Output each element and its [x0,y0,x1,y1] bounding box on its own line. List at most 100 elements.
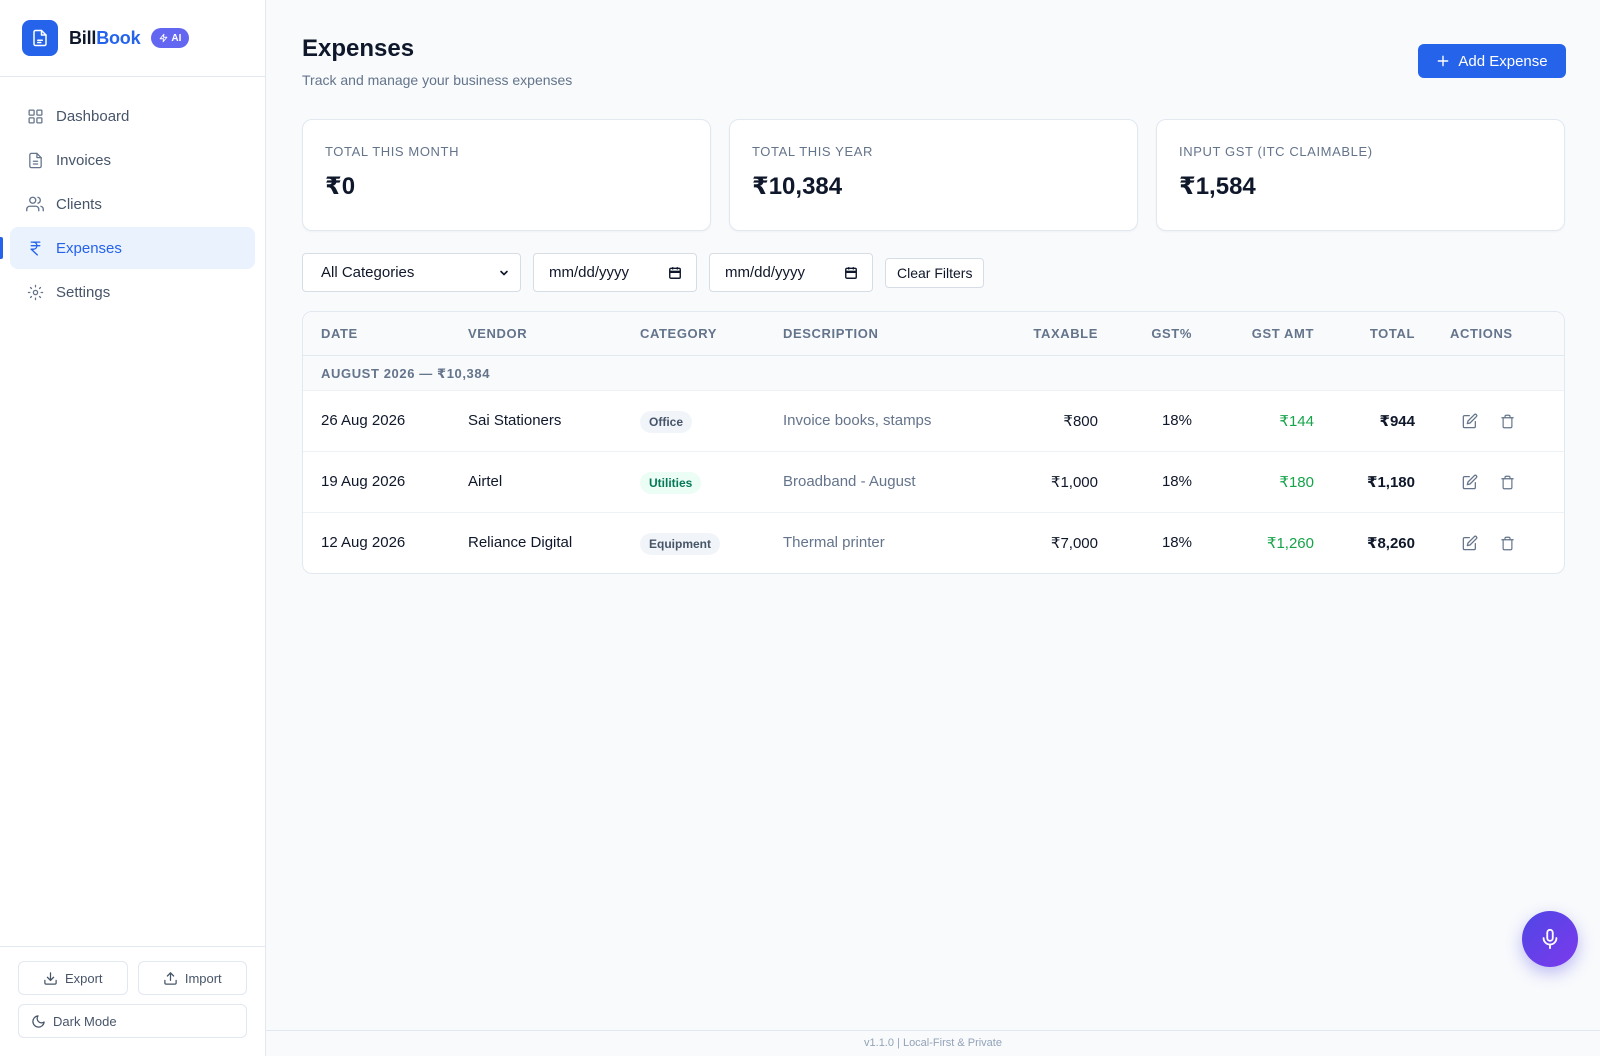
column-header-description[interactable]: DESCRIPTION [783,326,879,341]
sidebar-item-label: Dashboard [56,107,130,125]
ai-badge-label: AI [171,32,182,44]
column-header-category[interactable]: CATEGORY [640,326,718,341]
rupee-icon [26,239,44,257]
cell-gst-amt: ₹144 [1279,413,1314,430]
microphone-icon [1542,928,1558,950]
calendar-icon [669,266,681,279]
cell-vendor: Airtel [468,473,503,490]
category-badge: Office [640,411,693,433]
from-date-input[interactable]: mm/dd/yyyy [533,253,697,292]
app-name-part2: Book [96,27,141,48]
import-label: Import [184,970,222,986]
page-subtitle: Track and manage your business expenses [302,72,573,88]
cell-date: 19 Aug 2026 [321,473,406,490]
version-footer: v1.1.0 | Local-First & Private [266,1030,1600,1056]
sidebar-item-settings[interactable]: Settings [10,271,255,313]
column-header-gst-amt[interactable]: GST AMT [1251,326,1314,341]
export-button[interactable]: Export [18,961,128,995]
to-date-input[interactable]: mm/dd/yyyy [709,253,873,292]
dark-mode-toggle[interactable]: Dark Mode [18,1004,247,1038]
stat-label: TOTAL THIS MONTH [325,144,460,159]
month-group-row: AUGUST 2026 — ₹10,384 [303,356,1564,391]
sidebar-item-expenses[interactable]: Expenses [0,227,255,269]
sidebar-item-invoices[interactable]: Invoices [10,139,255,181]
stats-cards: TOTAL THIS MONTH ₹0 TOTAL THIS YEAR ₹10,… [302,119,1565,231]
add-expense-label: Add Expense [1458,52,1548,70]
cell-gst-pct: 18% [1161,534,1192,551]
cell-description: Thermal printer [783,534,885,551]
from-date-placeholder: mm/dd/yyyy [549,264,630,281]
users-icon [26,195,44,213]
stat-value: ₹0 [325,173,356,200]
app-name: BillBook [69,27,141,49]
column-header-actions: ACTIONS [1450,326,1513,341]
column-header-date[interactable]: DATE [321,326,358,341]
delete-icon[interactable] [1498,534,1516,552]
column-header-taxable[interactable]: TAXABLE [1033,326,1098,341]
edit-icon[interactable] [1461,412,1479,430]
category-select[interactable]: All Categories [302,253,521,292]
stat-card-itc: INPUT GST (ITC CLAIMABLE) ₹1,584 [1156,119,1565,231]
column-header-vendor[interactable]: VENDOR [468,326,528,341]
sidebar-item-label: Settings [56,283,111,301]
brand: BillBook AI [0,0,265,77]
stat-card-year: TOTAL THIS YEAR ₹10,384 [729,119,1138,231]
category-badge: Utilities [640,472,702,494]
plus-icon [1438,55,1449,67]
upload-icon [164,971,177,985]
cell-vendor: Sai Stationers [468,412,562,429]
export-label: Export [64,970,103,986]
delete-icon[interactable] [1498,473,1516,491]
ai-badge: AI [151,28,190,48]
cell-taxable: ₹7,000 [1050,535,1098,552]
table-row: 19 Aug 2026 Airtel Utilities Broadband -… [303,452,1564,513]
stat-value: ₹1,584 [1179,173,1256,200]
page-title: Expenses [302,35,415,62]
cell-gst-pct: 18% [1161,412,1192,429]
main-content: Expenses Track and manage your business … [266,0,1600,1056]
app-name-part1: Bill [69,27,97,48]
stat-label: TOTAL THIS YEAR [752,144,873,159]
table-header: DATE VENDOR CATEGORY DESCRIPTION TAXABLE… [303,312,1564,356]
sidebar: BillBook AI Dashboard Invoices Clients [0,0,266,1056]
to-date-placeholder: mm/dd/yyyy [725,264,806,281]
column-header-total[interactable]: TOTAL [1369,326,1415,341]
sidebar-item-label: Clients [56,195,102,213]
sidebar-item-dashboard[interactable]: Dashboard [10,95,255,137]
sidebar-item-clients[interactable]: Clients [10,183,255,225]
table-row: 12 Aug 2026 Reliance Digital Equipment T… [303,513,1564,573]
cell-description: Broadband - August [783,473,916,490]
sidebar-nav: Dashboard Invoices Clients Expenses Sett… [0,77,265,313]
chevron-down-icon [500,270,508,275]
clear-filters-button[interactable]: Clear Filters [885,257,985,288]
table-row: 26 Aug 2026 Sai Stationers Office Invoic… [303,391,1564,452]
category-badge: Equipment [640,533,720,555]
stat-value: ₹10,384 [752,173,843,200]
grid-icon [26,107,44,125]
cell-total: ₹8,260 [1367,535,1415,552]
category-select-value: All Categories [321,264,415,281]
cell-total: ₹944 [1379,413,1415,430]
stat-card-month: TOTAL THIS MONTH ₹0 [302,119,711,231]
edit-icon[interactable] [1461,534,1479,552]
cell-gst-amt: ₹1,260 [1266,535,1314,552]
stat-label: INPUT GST (ITC CLAIMABLE) [1179,144,1373,159]
app-logo-icon [22,20,58,56]
edit-icon[interactable] [1461,473,1479,491]
sidebar-item-label: Invoices [56,151,112,169]
delete-icon[interactable] [1498,412,1516,430]
cell-gst-amt: ₹180 [1279,474,1314,491]
calendar-icon [845,266,857,279]
download-icon [44,971,57,985]
gear-icon [26,283,44,301]
add-expense-button[interactable]: Add Expense [1418,44,1566,78]
cell-description: Invoice books, stamps [783,412,932,429]
cell-taxable: ₹1,000 [1050,474,1098,491]
moon-icon [32,1014,45,1028]
lightning-icon [160,33,168,43]
cell-gst-pct: 18% [1161,473,1192,490]
column-header-gst-pct[interactable]: GST% [1151,326,1192,341]
month-group-label: AUGUST 2026 — ₹10,384 [321,366,491,381]
import-button[interactable]: Import [137,961,247,995]
voice-input-button[interactable] [1522,911,1578,967]
